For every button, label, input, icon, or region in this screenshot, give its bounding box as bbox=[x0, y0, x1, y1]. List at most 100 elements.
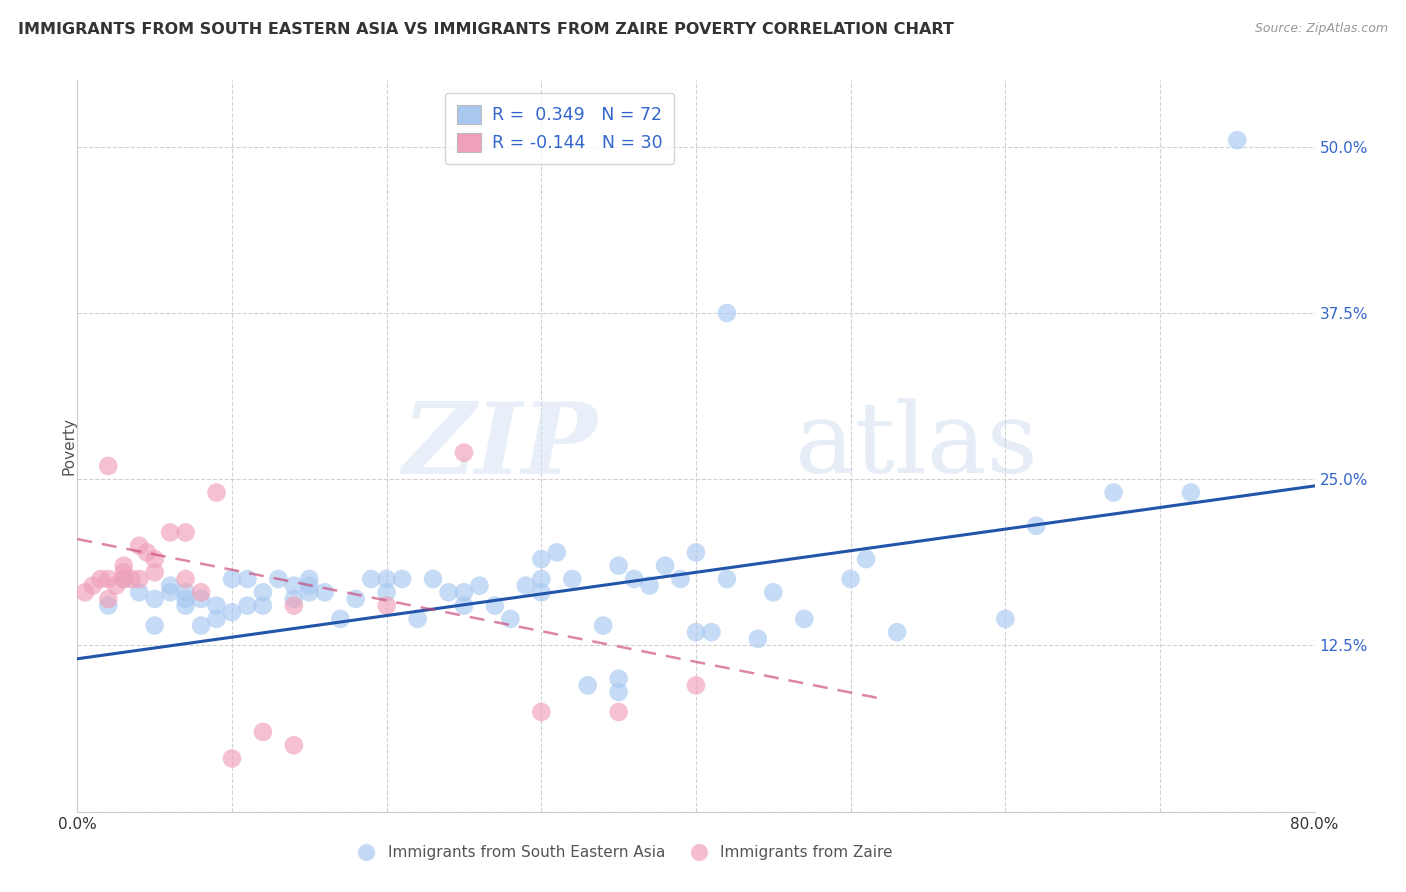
Point bbox=[190, 618, 212, 632]
Point bbox=[221, 572, 243, 586]
Point bbox=[128, 572, 150, 586]
Point bbox=[174, 591, 197, 606]
Point bbox=[1102, 485, 1125, 500]
Point bbox=[221, 605, 243, 619]
Point bbox=[747, 632, 769, 646]
Point bbox=[143, 566, 166, 580]
Point bbox=[298, 579, 321, 593]
Point bbox=[190, 585, 212, 599]
Point bbox=[205, 485, 228, 500]
Point bbox=[576, 678, 599, 692]
Point bbox=[174, 599, 197, 613]
Point bbox=[174, 525, 197, 540]
Point bbox=[190, 591, 212, 606]
Point bbox=[121, 572, 143, 586]
Point bbox=[205, 612, 228, 626]
Point bbox=[252, 599, 274, 613]
Point bbox=[530, 572, 553, 586]
Point bbox=[1180, 485, 1202, 500]
Point bbox=[75, 585, 96, 599]
Point bbox=[97, 458, 120, 473]
Point bbox=[298, 585, 321, 599]
Text: Source: ZipAtlas.com: Source: ZipAtlas.com bbox=[1254, 22, 1388, 36]
Point bbox=[484, 599, 506, 613]
Point bbox=[515, 579, 537, 593]
Point bbox=[221, 751, 243, 765]
Text: IMMIGRANTS FROM SOUTH EASTERN ASIA VS IMMIGRANTS FROM ZAIRE POVERTY CORRELATION : IMMIGRANTS FROM SOUTH EASTERN ASIA VS IM… bbox=[18, 22, 955, 37]
Point bbox=[793, 612, 815, 626]
Point bbox=[252, 585, 274, 599]
Point bbox=[716, 572, 738, 586]
Point bbox=[437, 585, 460, 599]
Point bbox=[112, 566, 135, 580]
Point bbox=[406, 612, 429, 626]
Point bbox=[159, 579, 181, 593]
Point bbox=[174, 572, 197, 586]
Text: ZIP: ZIP bbox=[402, 398, 598, 494]
Point bbox=[994, 612, 1017, 626]
Point bbox=[283, 599, 305, 613]
Point bbox=[453, 585, 475, 599]
Point bbox=[375, 599, 398, 613]
Point bbox=[546, 545, 568, 559]
Point bbox=[112, 572, 135, 586]
Point bbox=[128, 585, 150, 599]
Point bbox=[607, 558, 630, 573]
Point bbox=[314, 585, 336, 599]
Point bbox=[236, 599, 259, 613]
Point bbox=[82, 579, 104, 593]
Y-axis label: Poverty: Poverty bbox=[62, 417, 76, 475]
Point bbox=[561, 572, 583, 586]
Point bbox=[638, 579, 661, 593]
Point bbox=[1025, 518, 1047, 533]
Point bbox=[143, 618, 166, 632]
Point bbox=[685, 678, 707, 692]
Point bbox=[283, 738, 305, 752]
Point bbox=[329, 612, 352, 626]
Point bbox=[716, 306, 738, 320]
Point bbox=[762, 585, 785, 599]
Point bbox=[607, 685, 630, 699]
Point bbox=[607, 705, 630, 719]
Point bbox=[205, 599, 228, 613]
Point bbox=[700, 625, 723, 640]
Point bbox=[97, 591, 120, 606]
Point bbox=[623, 572, 645, 586]
Point bbox=[344, 591, 367, 606]
Point bbox=[453, 445, 475, 459]
Point bbox=[143, 591, 166, 606]
Point bbox=[839, 572, 862, 586]
Point bbox=[669, 572, 692, 586]
Point bbox=[375, 572, 398, 586]
Point bbox=[112, 558, 135, 573]
Point bbox=[90, 572, 111, 586]
Point bbox=[654, 558, 676, 573]
Point bbox=[360, 572, 382, 586]
Point bbox=[375, 585, 398, 599]
Point bbox=[283, 579, 305, 593]
Point bbox=[422, 572, 444, 586]
Point bbox=[112, 572, 135, 586]
Point bbox=[499, 612, 522, 626]
Point bbox=[685, 545, 707, 559]
Point bbox=[886, 625, 908, 640]
Point bbox=[855, 552, 877, 566]
Point bbox=[128, 539, 150, 553]
Point bbox=[159, 525, 181, 540]
Point bbox=[97, 572, 120, 586]
Point bbox=[530, 705, 553, 719]
Point bbox=[1226, 133, 1249, 147]
Point bbox=[159, 585, 181, 599]
Point bbox=[298, 572, 321, 586]
Point bbox=[174, 585, 197, 599]
Point bbox=[267, 572, 290, 586]
Legend: Immigrants from South Eastern Asia, Immigrants from Zaire: Immigrants from South Eastern Asia, Immi… bbox=[344, 839, 898, 866]
Point bbox=[136, 545, 159, 559]
Point bbox=[607, 672, 630, 686]
Point bbox=[685, 625, 707, 640]
Point bbox=[252, 725, 274, 739]
Text: atlas: atlas bbox=[794, 398, 1038, 494]
Point bbox=[143, 552, 166, 566]
Point bbox=[283, 591, 305, 606]
Point bbox=[530, 552, 553, 566]
